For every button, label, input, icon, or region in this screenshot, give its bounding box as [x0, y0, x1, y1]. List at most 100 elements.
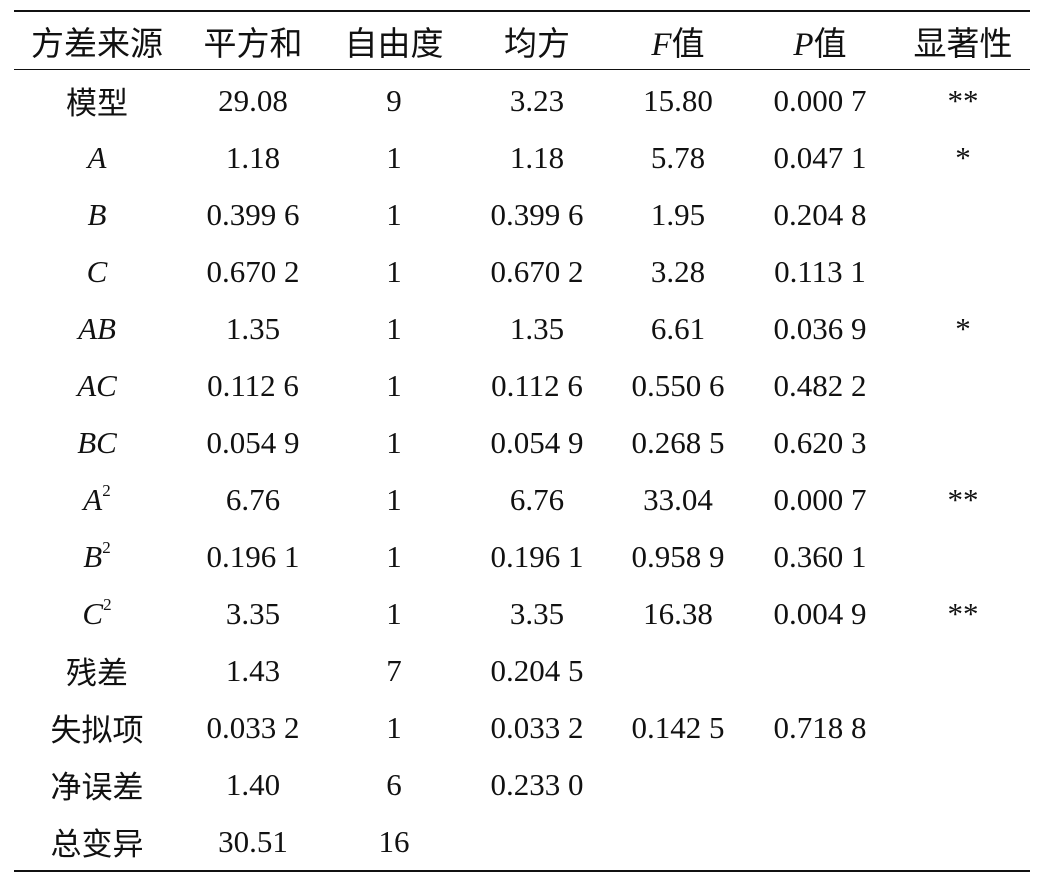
cell-source: BC [77, 424, 117, 460]
cell-sum-of-squares: 0.033 2 [206, 709, 300, 745]
cell-f-value [612, 642, 744, 699]
header-mean-square: 均方 [504, 26, 570, 63]
cell-p-value: 0.036 9 [773, 310, 867, 346]
cell-significance [896, 528, 1030, 585]
table-row: 模型 29.08 9 3.23 15.80 0.000 7 ** [14, 70, 1030, 130]
cell-degrees-of-freedom: 7 [386, 652, 402, 688]
cell-degrees-of-freedom: 6 [386, 766, 402, 802]
cell-sum-of-squares: 3.35 [225, 595, 281, 631]
cell-mean-square: 1.18 [509, 139, 565, 175]
cell-significance: ** [947, 481, 979, 517]
cell-f-value: 15.80 [643, 82, 713, 118]
cell-source: B [87, 196, 107, 232]
cell-degrees-of-freedom: 1 [386, 595, 402, 631]
cell-p-value: 0.204 8 [773, 196, 867, 232]
cell-mean-square: 0.054 9 [490, 424, 584, 460]
cell-f-value: 16.38 [643, 595, 713, 631]
cell-mean-square: 3.23 [509, 82, 565, 118]
cell-p-value: 0.004 9 [773, 595, 867, 631]
cell-mean-square [462, 813, 612, 871]
table-row: AC 0.112 6 1 0.112 6 0.550 6 0.482 2 [14, 357, 1030, 414]
table-row: AB 1.35 1 1.35 6.61 0.036 9 * [14, 300, 1030, 357]
cell-sum-of-squares: 0.054 9 [206, 424, 300, 460]
superscript: 2 [102, 538, 111, 557]
cell-source: AC [77, 367, 117, 403]
cell-degrees-of-freedom: 16 [378, 823, 410, 859]
cell-mean-square: 0.670 2 [490, 253, 584, 289]
header-significance: 显著性 [913, 26, 1013, 63]
cell-significance [896, 357, 1030, 414]
anova-table-container: 方差来源 平方和 自由度 均方 F值 P值 显著性 模型 29.08 9 3.23 15… [14, 10, 1030, 872]
cell-significance [896, 642, 1030, 699]
cell-degrees-of-freedom: 1 [386, 424, 402, 460]
cell-significance [896, 699, 1030, 756]
cell-significance [896, 243, 1030, 300]
cell-significance: ** [947, 82, 979, 118]
cell-source: 总变异 [50, 827, 144, 862]
header-row: 方差来源 平方和 自由度 均方 F值 P值 显著性 [14, 11, 1030, 70]
cell-sum-of-squares: 6.76 [225, 481, 281, 517]
cell-sum-of-squares: 29.08 [218, 82, 288, 118]
cell-significance [896, 756, 1030, 813]
cell-significance [896, 813, 1030, 871]
cell-significance: * [955, 310, 971, 346]
anova-table: 方差来源 平方和 自由度 均方 F值 P值 显著性 模型 29.08 9 3.23 15… [14, 10, 1030, 872]
cell-mean-square: 0.233 0 [490, 766, 584, 802]
cell-sum-of-squares: 1.18 [225, 139, 281, 175]
table-row: 失拟项 0.033 2 1 0.033 2 0.142 5 0.718 8 [14, 699, 1030, 756]
header-degrees-of-freedom: 自由度 [344, 26, 444, 63]
cell-degrees-of-freedom: 9 [386, 82, 402, 118]
header-sum-of-squares: 平方和 [203, 26, 303, 63]
cell-sum-of-squares: 1.40 [225, 766, 281, 802]
cell-degrees-of-freedom: 1 [386, 367, 402, 403]
cell-significance [896, 186, 1030, 243]
cell-p-value: 0.000 7 [773, 481, 867, 517]
table-row: B2 0.196 1 1 0.196 1 0.958 9 0.360 1 [14, 528, 1030, 585]
cell-sum-of-squares: 0.196 1 [206, 538, 300, 574]
cell-mean-square: 1.35 [509, 310, 565, 346]
cell-sum-of-squares: 0.112 6 [207, 367, 299, 403]
cell-source: C [86, 253, 108, 289]
table-row: BC 0.054 9 1 0.054 9 0.268 5 0.620 3 [14, 414, 1030, 471]
cell-mean-square: 0.112 6 [491, 367, 583, 403]
cell-p-value [744, 756, 896, 813]
cell-source: 残差 [66, 656, 128, 691]
cell-sum-of-squares: 0.670 2 [206, 253, 300, 289]
cell-degrees-of-freedom: 1 [386, 139, 402, 175]
cell-degrees-of-freedom: 1 [386, 481, 402, 517]
cell-p-value: 0.113 1 [774, 253, 866, 289]
cell-degrees-of-freedom: 1 [386, 253, 402, 289]
header-p-value: P值 [793, 26, 847, 63]
table-row: C2 3.35 1 3.35 16.38 0.004 9 ** [14, 585, 1030, 642]
cell-mean-square: 3.35 [509, 595, 565, 631]
table-row: B 0.399 6 1 0.399 6 1.95 0.204 8 [14, 186, 1030, 243]
cell-f-value: 0.958 9 [631, 538, 725, 574]
cell-sum-of-squares: 1.35 [225, 310, 281, 346]
table-row: 残差 1.43 7 0.204 5 [14, 642, 1030, 699]
cell-source: C2 [82, 595, 112, 631]
cell-f-value [612, 756, 744, 813]
cell-p-value [744, 813, 896, 871]
cell-degrees-of-freedom: 1 [386, 196, 402, 232]
cell-p-value: 0.360 1 [773, 538, 867, 574]
cell-sum-of-squares: 0.399 6 [206, 196, 300, 232]
cell-significance: ** [947, 595, 979, 631]
cell-p-value: 0.000 7 [773, 82, 867, 118]
cell-source: AB [78, 310, 116, 346]
table-row: A2 6.76 1 6.76 33.04 0.000 7 ** [14, 471, 1030, 528]
cell-f-value: 5.78 [650, 139, 706, 175]
header-f-value: F值 [651, 26, 705, 63]
table-body: 模型 29.08 9 3.23 15.80 0.000 7 ** A 1.18 1 1.18 5.78… [14, 70, 1030, 871]
cell-f-value: 0.550 6 [631, 367, 725, 403]
cell-sum-of-squares: 1.43 [225, 652, 281, 688]
cell-p-value [744, 642, 896, 699]
cell-source: A [87, 139, 107, 175]
cell-mean-square: 0.196 1 [490, 538, 584, 574]
cell-degrees-of-freedom: 1 [386, 310, 402, 346]
table-row: C 0.670 2 1 0.670 2 3.28 0.113 1 [14, 243, 1030, 300]
cell-f-value [612, 813, 744, 871]
cell-p-value: 0.620 3 [773, 424, 867, 460]
cell-degrees-of-freedom: 1 [386, 538, 402, 574]
cell-mean-square: 0.204 5 [490, 652, 584, 688]
cell-mean-square: 6.76 [509, 481, 565, 517]
